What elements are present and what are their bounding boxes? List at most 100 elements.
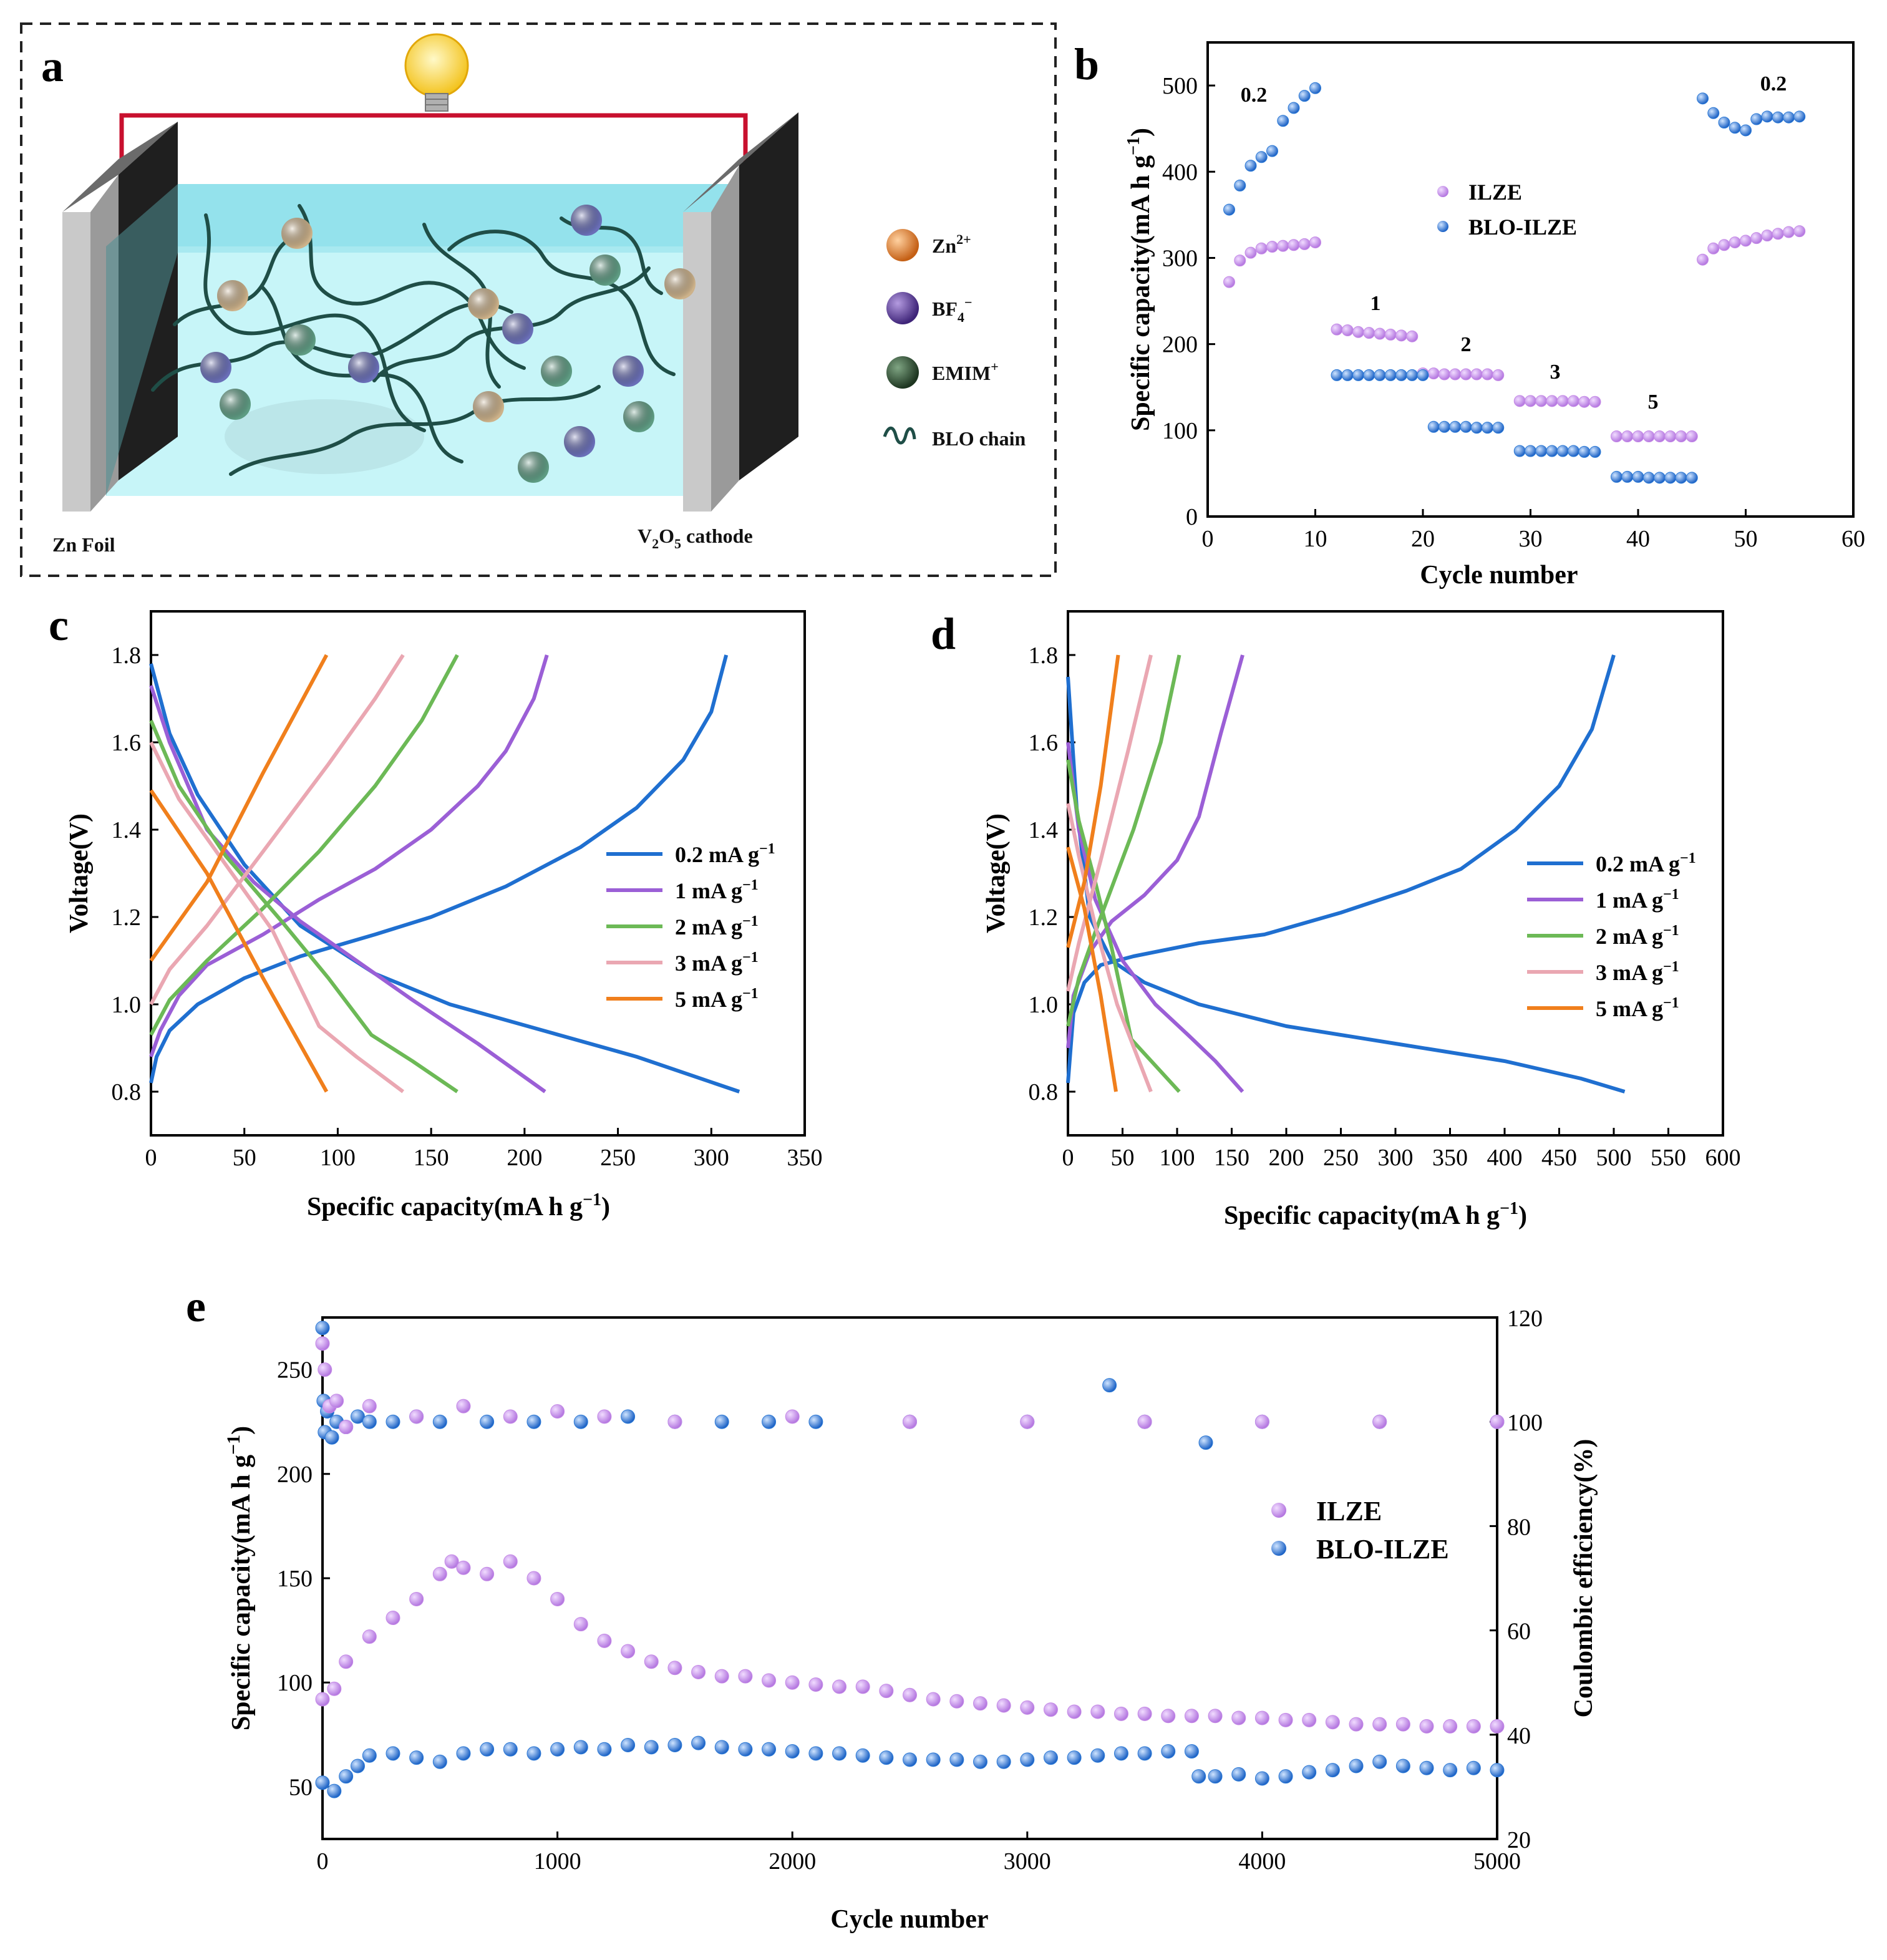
data-point [1278,1769,1293,1784]
x-tick-label: 0 [145,1145,157,1171]
y-tick-label: 50 [289,1774,313,1800]
x-tick-label: 150 [414,1145,449,1171]
data-point [1302,1765,1317,1780]
data-point [1740,124,1752,137]
panel-b-legend: ILZE BLO-ILZE [1437,180,1577,240]
data-point [1395,1717,1410,1732]
data-point [949,1694,964,1709]
panel-c-legend: 0.2 mA g−1 1 mA g−1 2 mA g−1 3 mA g−1 5 mA g… [606,841,775,1012]
data-point [350,1759,365,1773]
data-point [1611,430,1623,442]
series-line-discharge [1066,803,1153,1093]
panel-b-xlabel: Cycle number [1420,561,1578,589]
data-point [409,1591,424,1606]
panel-d-ticks: 0 50 100 150 200 250 300 350 400 450 500 550 600 0.8 1… [1029,643,1741,1171]
legend-marker-blo-ilze [1437,221,1448,232]
data-point [526,1571,541,1586]
legend-marker-ilze [1437,186,1448,197]
annotation-rate-0-2-first: 0.2 [1241,84,1268,107]
x-tick-label: 0 [1062,1145,1074,1171]
circuit-wire [119,113,748,162]
data-point [573,1414,588,1429]
data-point [1191,1769,1206,1784]
data-point [1664,430,1677,442]
x-tick-label: 10 [1304,526,1327,552]
data-point [1675,430,1687,442]
panel-b-ylabel: Specific capacity(mA h g−1) [1124,128,1155,431]
data-point [832,1679,847,1694]
data-point [926,1692,941,1707]
data-point [1184,1744,1199,1759]
data-point [926,1752,941,1767]
data-point [1707,107,1720,119]
data-point [879,1750,894,1765]
data-point [573,1740,588,1755]
series-line-discharge [149,719,458,1094]
data-point [1783,226,1795,238]
data-point [386,1414,400,1429]
legend-entry: 0.2 mA g−1 [675,841,775,867]
data-point [1020,1700,1035,1715]
y-tick-label: 1.2 [112,905,142,931]
data-point [1266,145,1278,157]
data-point [1589,395,1601,408]
data-point [1718,239,1730,251]
x-tick-label: 0 [317,1848,329,1875]
data-point [714,1414,729,1429]
data-point [339,1420,354,1435]
data-point [691,1664,706,1679]
data-point [362,1399,377,1414]
x-tick-label: 3000 [1004,1848,1051,1875]
x-tick-label: 4000 [1238,1848,1286,1875]
data-point [1417,369,1429,381]
data-point [1288,102,1300,114]
data-point [1161,1744,1176,1759]
legend-emim: EMIM+ [932,359,999,384]
data-point [597,1633,612,1648]
data-point [762,1673,777,1688]
data-point [1729,236,1741,249]
y2-tick-label: 120 [1507,1306,1543,1332]
y-tick-label: 1.6 [112,730,142,756]
data-point [1449,420,1462,433]
panel-c-xlabel: Specific capacity(mA h g−1) [307,1190,610,1221]
data-point [1067,1750,1082,1765]
panel-d-legend: 0.2 mA g−1 1 mA g−1 2 mA g−1 3 mA g−1 5 mA g… [1527,850,1696,1021]
data-point [667,1738,682,1753]
y-tick-label: 500 [1162,73,1198,99]
legend-marker-ilze-e [1271,1503,1286,1518]
x-tick-label: 40 [1626,526,1650,552]
y-tick-label: 1.8 [1029,643,1059,669]
data-point [1384,328,1397,341]
data-point [362,1748,377,1763]
y-tick-label: 1.0 [112,992,142,1018]
data-point [1443,1763,1458,1778]
data-point [324,1430,339,1445]
data-point [1750,232,1763,245]
data-point [1578,395,1591,408]
data-point [1466,1760,1481,1775]
panel-c-label: c [49,600,69,650]
data-point [1556,395,1569,407]
data-point [550,1591,565,1606]
data-point [1288,239,1300,251]
y2-tick-label: 20 [1507,1827,1531,1853]
data-point [1740,235,1752,247]
panel-d-xlabel: Specific capacity(mA h g−1) [1224,1199,1527,1230]
data-point [327,1783,342,1798]
data-point [386,1611,400,1626]
data-point [480,1742,495,1757]
data-point [903,1687,917,1702]
data-point [339,1769,354,1784]
data-point [1090,1704,1105,1719]
data-point [1254,1414,1269,1429]
legend-entry: 1 mA g−1 [675,877,759,903]
panel-e-label: e [186,1281,206,1331]
x-tick-label: 50 [233,1145,256,1171]
data-point [1772,228,1784,240]
x-tick-label: 100 [1160,1145,1195,1171]
x-tick-label: 250 [1323,1145,1359,1171]
legend-entry: 0.2 mA g−1 [1596,850,1696,876]
data-point [1697,92,1709,105]
y-tick-label: 200 [1162,332,1198,358]
